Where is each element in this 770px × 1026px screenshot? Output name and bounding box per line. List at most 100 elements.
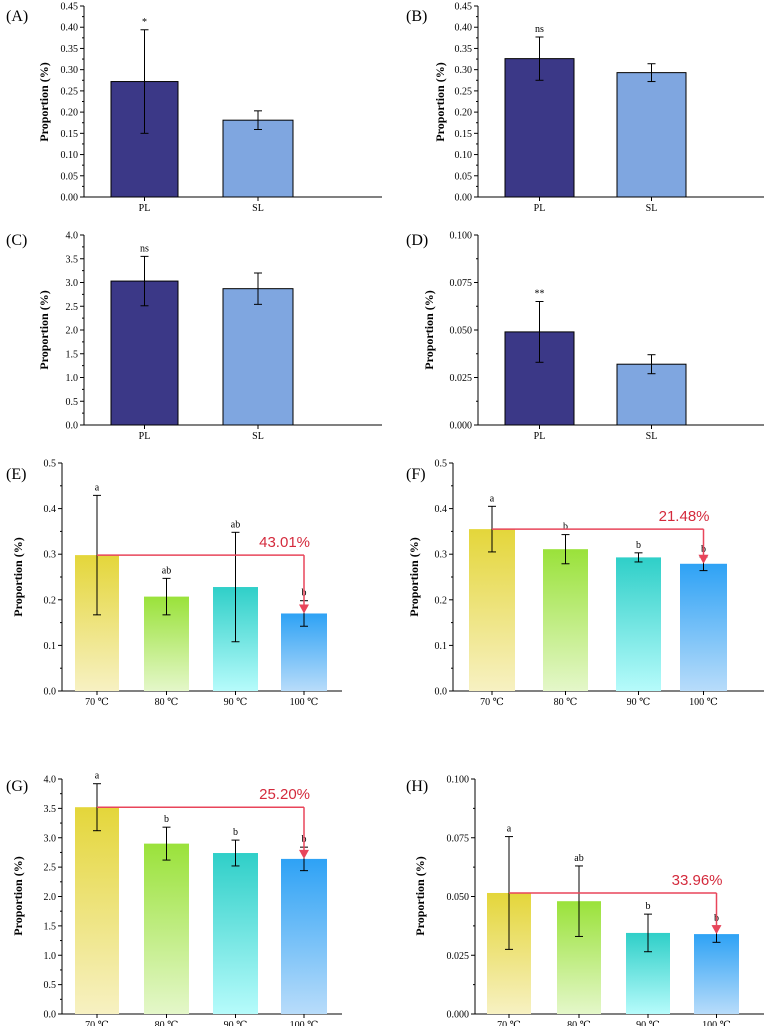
y-tick-label: 0.3 xyxy=(435,550,448,561)
y-tick-label: 0.0 xyxy=(66,421,79,432)
y-tick-label: 0.05 xyxy=(61,171,79,182)
panel-label: (H) xyxy=(406,778,428,795)
significance-label: ** xyxy=(535,289,545,300)
y-axis-title: Proportion (%) xyxy=(11,537,25,616)
y-tick-label: 0.15 xyxy=(61,129,79,140)
y-tick-label: 4.0 xyxy=(66,231,79,242)
significance-label: b xyxy=(233,827,238,838)
panel-label: (G) xyxy=(6,778,28,795)
x-tick-label: 70 ℃ xyxy=(480,697,504,708)
panel-label: (A) xyxy=(6,8,28,25)
significance-label: a xyxy=(95,482,100,493)
y-tick-label: 0.1 xyxy=(44,641,57,652)
y-tick-label: 2.0 xyxy=(44,892,57,903)
bar-80 xyxy=(543,549,588,691)
y-tick-label: 0.050 xyxy=(447,892,470,903)
y-tick-label: 0.40 xyxy=(455,23,473,34)
y-axis-title: Proportion (%) xyxy=(407,537,421,616)
y-tick-label: 0.00 xyxy=(455,193,473,204)
reduction-arrowhead xyxy=(699,555,709,564)
y-tick-label: 4.0 xyxy=(44,775,57,786)
significance-label: b xyxy=(563,522,568,533)
y-tick-label: 0.100 xyxy=(447,775,470,786)
x-tick-label: 100 ℃ xyxy=(290,697,319,708)
y-tick-label: 0.45 xyxy=(455,2,473,13)
y-tick-label: 0.05 xyxy=(455,171,473,182)
significance-label: * xyxy=(142,17,147,28)
y-tick-label: 0.5 xyxy=(44,459,57,470)
y-tick-label: 1.0 xyxy=(66,373,79,384)
y-tick-label: 0.40 xyxy=(61,23,79,34)
significance-label: b xyxy=(646,901,651,912)
y-tick-label: 0.25 xyxy=(455,86,473,97)
y-tick-label: 0.45 xyxy=(61,2,79,13)
panel-label: (B) xyxy=(406,8,427,25)
y-tick-label: 0.1 xyxy=(435,641,448,652)
y-tick-label: 0.20 xyxy=(61,108,79,119)
bar-70 xyxy=(75,807,119,1014)
y-tick-label: 0.3 xyxy=(44,550,57,561)
y-tick-label: 2.5 xyxy=(66,302,79,313)
y-tick-label: 3.5 xyxy=(44,804,57,815)
x-tick-label: SL xyxy=(646,431,658,442)
significance-label: b xyxy=(636,540,641,551)
bar-90 xyxy=(616,557,661,691)
significance-label: a xyxy=(507,824,512,835)
y-axis-title: Proportion (%) xyxy=(37,62,51,141)
x-tick-label: PL xyxy=(139,431,151,442)
y-axis-title: Proportion (%) xyxy=(413,856,427,935)
y-tick-label: 0.050 xyxy=(450,326,473,337)
significance-label: ab xyxy=(162,565,171,576)
x-tick-label: 90 ℃ xyxy=(224,1020,248,1026)
reduction-label: 33.96% xyxy=(672,872,723,889)
y-tick-label: 0.00 xyxy=(61,193,79,204)
x-tick-label: 70 ℃ xyxy=(497,1020,521,1026)
y-tick-label: 3.5 xyxy=(66,254,79,265)
y-tick-label: 3.0 xyxy=(44,833,57,844)
y-tick-label: 0.25 xyxy=(61,86,79,97)
bar-90 xyxy=(213,853,258,1014)
panel-f: (F) Proportion (%) 0.0 0.1 0.2 0.3 0.4 0.5 a 70 ℃… xyxy=(406,459,764,709)
y-tick-label: 0.4 xyxy=(44,504,57,515)
significance-label: ns xyxy=(535,24,544,35)
reduction-label: 25.20% xyxy=(259,786,310,803)
x-tick-label: 100 ℃ xyxy=(290,1020,319,1026)
x-tick-label: 90 ℃ xyxy=(636,1020,660,1026)
bar-100 xyxy=(281,859,327,1014)
x-tick-label: 80 ℃ xyxy=(155,1020,179,1026)
panel-label: (D) xyxy=(406,232,428,249)
y-tick-label: 0.5 xyxy=(435,459,448,470)
panel-label: (C) xyxy=(6,232,27,249)
y-tick-label: 1.5 xyxy=(66,349,79,360)
bar-80 xyxy=(144,844,189,1014)
y-tick-label: 0.35 xyxy=(455,44,473,55)
x-tick-label: SL xyxy=(252,431,264,442)
y-tick-label: 2.5 xyxy=(44,863,57,874)
y-tick-label: 0.30 xyxy=(61,65,79,76)
y-axis-title: Proportion (%) xyxy=(11,856,25,935)
bar-70 xyxy=(469,529,515,691)
x-tick-label: PL xyxy=(534,203,546,214)
panel-label: (E) xyxy=(6,466,26,483)
y-tick-label: 1.0 xyxy=(44,951,57,962)
y-axis-title: Proportion (%) xyxy=(433,62,447,141)
y-tick-label: 0.4 xyxy=(435,504,448,515)
y-tick-label: 0.10 xyxy=(455,150,473,161)
y-tick-label: 0.075 xyxy=(450,278,473,289)
y-tick-label: 0.10 xyxy=(61,150,79,161)
y-tick-label: 0.20 xyxy=(455,108,473,119)
significance-label: ns xyxy=(140,243,149,254)
reduction-label: 21.48% xyxy=(659,508,710,525)
y-tick-label: 0.025 xyxy=(447,951,470,962)
y-tick-label: 0.025 xyxy=(450,373,473,384)
y-tick-label: 0.15 xyxy=(455,129,473,140)
x-tick-label: PL xyxy=(534,431,546,442)
x-tick-label: 90 ℃ xyxy=(224,697,248,708)
y-tick-label: 0.000 xyxy=(450,421,473,432)
significance-label: b xyxy=(164,814,169,825)
y-tick-label: 0.5 xyxy=(66,397,79,408)
x-tick-label: 70 ℃ xyxy=(85,697,109,708)
y-tick-label: 0.0 xyxy=(44,687,57,698)
y-tick-label: 0.0 xyxy=(435,687,448,698)
reduction-arrowhead xyxy=(712,925,722,934)
